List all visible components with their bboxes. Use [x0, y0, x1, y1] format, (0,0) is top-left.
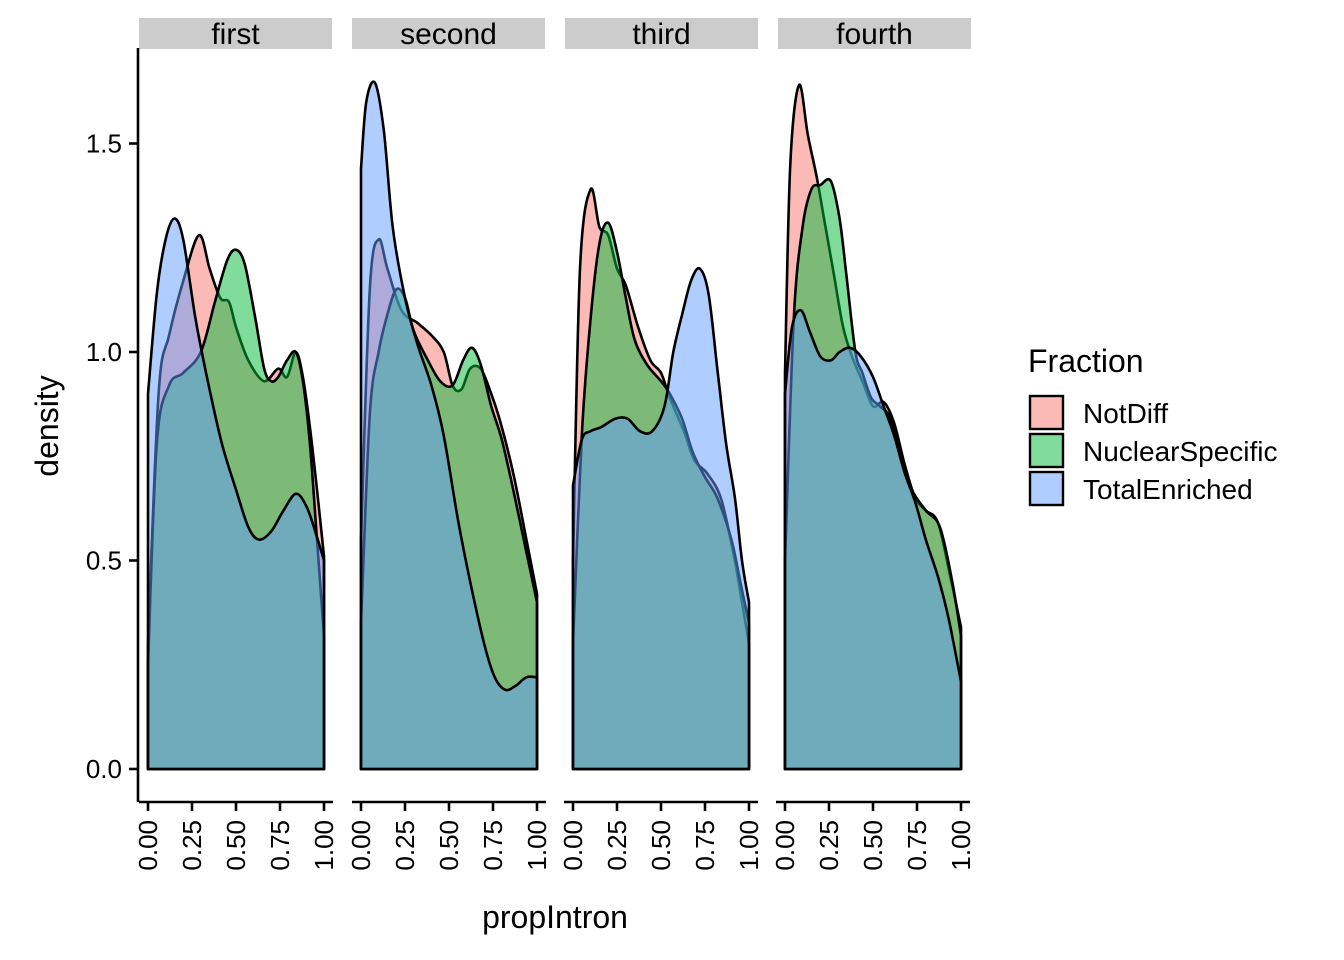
x-axis-first: 0.00 0.25 0.50 0.75 1.00: [133, 800, 339, 871]
x-tick-label: 0.50: [858, 820, 888, 871]
legend-label: NotDiff: [1083, 398, 1168, 429]
panels-layer: first second third fourth: [139, 18, 971, 771]
legend-swatch: [1028, 432, 1065, 469]
panel-fourth: [783, 83, 963, 771]
legend-label: TotalEnriched: [1083, 474, 1253, 505]
x-tick-label: 0.00: [133, 820, 163, 871]
x-tick-label: 0.50: [221, 820, 251, 871]
x-axis-fourth: 0.00 0.25 0.50 0.75 1.00: [770, 800, 976, 871]
legend-item-nuclearspecific: NuclearSpecific: [1028, 432, 1278, 469]
x-axis-title: propIntron: [482, 899, 628, 935]
x-tick-label: 0.75: [902, 820, 932, 871]
legend-item-notdiff: NotDiff: [1028, 394, 1168, 431]
facet-strip-label: second: [400, 18, 497, 51]
facet-strip-third: third: [565, 18, 758, 51]
y-tick-label: 1.5: [86, 129, 122, 159]
x-tick-label: 1.00: [946, 820, 976, 871]
x-tick-label: 0.00: [558, 820, 588, 871]
x-tick-label: 0.25: [177, 820, 207, 871]
y-tick-label: 0.0: [86, 754, 122, 784]
facet-strip-background: [778, 18, 971, 49]
legend-swatch: [1028, 394, 1065, 431]
x-tick-label: 0.25: [390, 820, 420, 871]
legend-swatch: [1028, 470, 1065, 507]
facet-strip-second: second: [352, 18, 545, 51]
x-axis-third: 0.00 0.25 0.50 0.75 1.00: [558, 800, 764, 871]
axes-layer: 0.00 0.25 0.50 0.75 1.00 0.00 0.25 0.50 0.75 1.00…: [86, 48, 976, 871]
x-tick-label: 0.75: [478, 820, 508, 871]
density-area-totalenriched: [359, 80, 539, 771]
legend-title: Fraction: [1028, 343, 1144, 379]
density-area-totalenriched: [783, 308, 963, 771]
x-tick-label: 1.00: [522, 820, 552, 871]
density-area-totalenriched: [146, 217, 326, 771]
panel-first: [146, 217, 326, 771]
x-tick-label: 0.25: [814, 820, 844, 871]
x-tick-label: 0.75: [265, 820, 295, 871]
facet-strip-background: [139, 18, 332, 49]
x-tick-label: 0.50: [434, 820, 464, 871]
y-tick-label: 1.0: [86, 337, 122, 367]
legend-label: NuclearSpecific: [1083, 436, 1278, 467]
y-axis-title: density: [29, 375, 65, 476]
x-tick-label: 1.00: [309, 820, 339, 871]
x-tick-label: 0.25: [602, 820, 632, 871]
facet-strip-background: [352, 18, 545, 49]
panel-second: [359, 80, 539, 771]
x-tick-label: 0.00: [770, 820, 800, 871]
facet-strip-label: first: [211, 18, 260, 51]
panel-third: [571, 187, 751, 771]
x-tick-label: 0.00: [346, 820, 376, 871]
x-axis-second: 0.00 0.25 0.50 0.75 1.00: [346, 800, 552, 871]
facet-strip-first: first: [139, 18, 332, 51]
facet-strip-label: third: [632, 18, 690, 51]
facet-strip-fourth: fourth: [778, 18, 971, 51]
density-area-totalenriched: [571, 266, 751, 771]
facet-strip-background: [565, 18, 758, 49]
legend: Fraction NotDiff NuclearSpecific TotalEnri…: [1028, 343, 1278, 507]
y-axis: 0.0 0.5 1.0 1.5: [86, 48, 140, 802]
y-tick-label: 0.5: [86, 546, 122, 576]
x-tick-label: 0.75: [690, 820, 720, 871]
x-tick-label: 0.50: [646, 820, 676, 871]
x-tick-label: 1.00: [734, 820, 764, 871]
facet-strip-label: fourth: [836, 18, 913, 51]
legend-item-totalenriched: TotalEnriched: [1028, 470, 1253, 507]
